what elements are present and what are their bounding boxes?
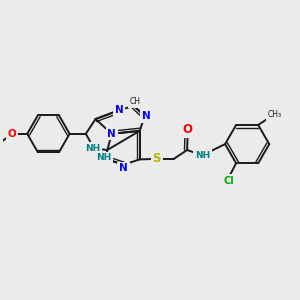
- Text: S: S: [152, 152, 161, 165]
- Text: O: O: [183, 124, 193, 136]
- Text: NH: NH: [195, 151, 210, 160]
- Text: N: N: [107, 129, 116, 139]
- Text: CH₃: CH₃: [267, 110, 281, 119]
- Text: N: N: [142, 111, 151, 121]
- Text: O: O: [8, 129, 16, 139]
- Text: Cl: Cl: [224, 176, 234, 186]
- Text: N: N: [119, 163, 128, 173]
- Text: NH: NH: [85, 144, 100, 153]
- Text: NH: NH: [96, 153, 111, 162]
- Text: CH: CH: [130, 97, 141, 106]
- Text: N: N: [115, 105, 124, 115]
